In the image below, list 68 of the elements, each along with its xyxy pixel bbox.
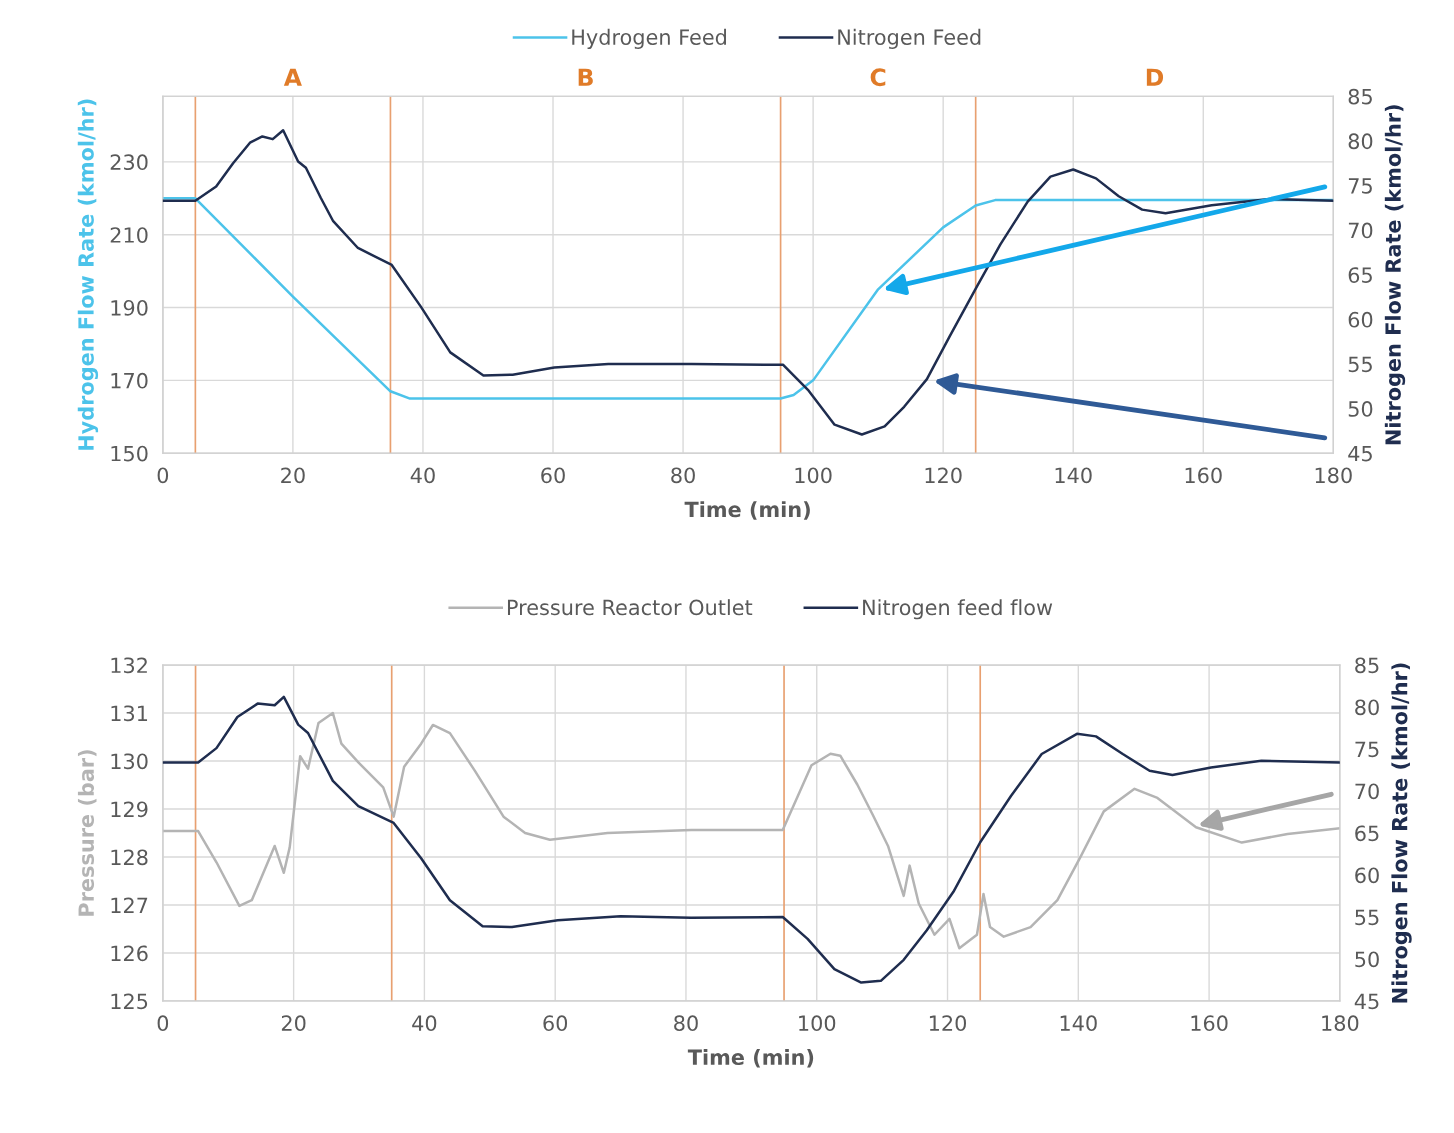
- line-series: [162, 711, 1340, 950]
- y-tick-label: 131: [111, 705, 148, 722]
- x-tick-label: 120: [929, 1015, 967, 1032]
- y2-tick-label: 55: [1348, 356, 1372, 373]
- legend-label: Pressure Reactor Outlet: [507, 599, 753, 616]
- y2-tick-label: 65: [1355, 825, 1379, 842]
- text: A: [283, 68, 302, 86]
- y-axis-title: Pressure (bar): [77, 750, 97, 916]
- x-tick-label: 80: [674, 1015, 698, 1032]
- y-tick-label: 127: [111, 897, 148, 913]
- y-tick-label: 128: [111, 849, 148, 866]
- x-tick-label: 100: [795, 467, 832, 484]
- x-tick-label: 60: [543, 1015, 568, 1032]
- x-axis-title: Time (min): [687, 1048, 814, 1068]
- y-axis-title: Hydrogen Flow Rate (kmol/hr): [77, 99, 99, 450]
- y2-axis-title: Nitrogen Flow Rate (kmol/hr): [1384, 105, 1406, 445]
- y-tick-label: 150: [111, 445, 148, 462]
- x-tick-label: 180: [1315, 467, 1352, 484]
- y-tick-label: 132: [111, 657, 147, 674]
- legend-label: Hydrogen Feed: [572, 28, 726, 49]
- y-tick-label: 130: [111, 753, 148, 770]
- legend-label: Nitrogen feed flow: [863, 599, 1053, 620]
- y-tick-label: 210: [110, 227, 148, 243]
- x-tick-label: 160: [1185, 467, 1222, 484]
- y2-tick-label: 85: [1348, 88, 1372, 105]
- x-tick-label: 160: [1191, 1015, 1228, 1032]
- text: D: [1146, 68, 1164, 86]
- x-tick-label: 20: [281, 467, 305, 484]
- x-tick-label: 100: [799, 1015, 836, 1032]
- y2-tick-label: 65: [1348, 267, 1372, 283]
- line-series: [162, 695, 1340, 984]
- y2-tick-label: 75: [1355, 741, 1379, 758]
- x-tick-label: 0: [157, 467, 169, 484]
- x-tick-label: 120: [925, 467, 962, 484]
- text: B: [578, 68, 593, 86]
- y2-tick-label: 70: [1355, 783, 1379, 800]
- y2-tick-label: 75: [1348, 178, 1372, 194]
- y2-tick-label: 45: [1348, 445, 1372, 462]
- x-tick-label: 20: [281, 1015, 306, 1032]
- x-tick-label: 40: [412, 1015, 437, 1032]
- y2-tick-label: 80: [1355, 699, 1379, 716]
- y2-tick-label: 55: [1355, 909, 1379, 926]
- legend-label: Nitrogen Feed: [838, 28, 981, 49]
- y2-tick-label: 50: [1355, 951, 1379, 968]
- x-tick-label: 140: [1055, 467, 1092, 484]
- y2-tick-label: 70: [1348, 222, 1373, 239]
- y-tick-label: 170: [111, 372, 148, 389]
- x-axis-title: Time (min): [684, 501, 810, 520]
- y-tick-label: 190: [111, 299, 148, 316]
- y2-tick-label: 50: [1348, 401, 1373, 417]
- y-tick-label: 230: [110, 154, 148, 171]
- x-tick-label: 180: [1322, 1015, 1359, 1032]
- x-tick-label: 40: [410, 467, 435, 484]
- y2-tick-label: 45: [1354, 993, 1379, 1010]
- y2-tick-label: 60: [1355, 867, 1379, 884]
- y-tick-label: 126: [111, 945, 148, 962]
- y2-axis-title: Nitrogen Flow Rate (kmol/hr): [1391, 663, 1412, 1003]
- x-tick-label: 60: [541, 467, 565, 484]
- y2-tick-label: 80: [1348, 133, 1373, 150]
- text: C: [870, 68, 886, 87]
- y2-tick-label: 85: [1355, 657, 1379, 674]
- line-series: [162, 128, 1334, 436]
- x-tick-label: 140: [1060, 1015, 1097, 1032]
- y-tick-label: 129: [111, 801, 148, 818]
- y2-tick-label: 60: [1348, 311, 1373, 328]
- x-tick-label: 80: [671, 467, 695, 484]
- y-tick-label: 125: [111, 993, 148, 1010]
- x-tick-label: 0: [157, 1015, 169, 1032]
